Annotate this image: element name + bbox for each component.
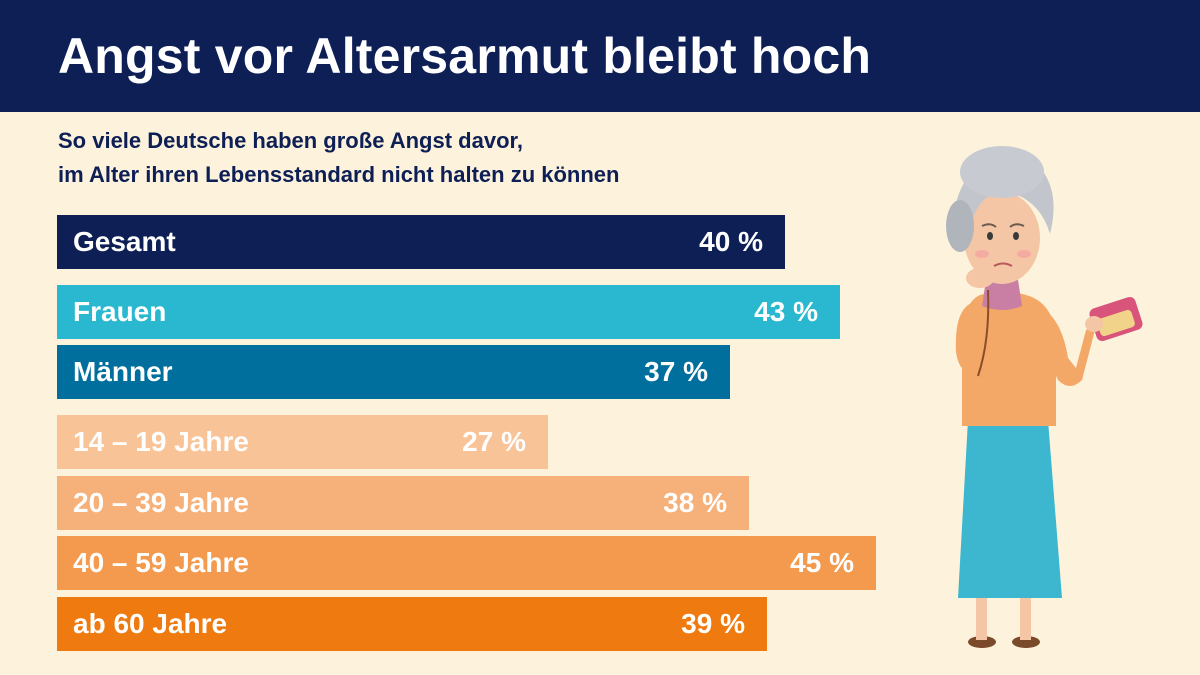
mouth xyxy=(993,262,1013,267)
page-title: Angst vor Altersarmut bleibt hoch xyxy=(58,28,872,84)
bar-value-label: 40 % xyxy=(699,226,763,257)
bar-5: 40 – 59 Jahre 45 % xyxy=(57,536,876,590)
right-cheek xyxy=(1017,250,1031,258)
bar-label: 14 – 19 Jahre xyxy=(73,426,249,457)
bar-value-label: 39 % xyxy=(681,608,745,639)
bar-label: Frauen xyxy=(73,296,167,327)
bar-value-label: 37 % xyxy=(644,356,708,387)
right-arm xyxy=(1042,308,1096,386)
left-hand xyxy=(966,268,994,288)
left-leg xyxy=(976,590,987,640)
hair-bun-left xyxy=(946,200,974,252)
bar-label: Gesamt xyxy=(73,226,176,257)
chart-subtitle: So viele Deutsche haben große Angst davo… xyxy=(58,124,619,192)
bar-value-label: 27 % xyxy=(462,426,526,457)
bar-6: ab 60 Jahre 39 % xyxy=(57,597,767,651)
right-leg xyxy=(1020,590,1031,640)
bar-1: Frauen 43 % xyxy=(57,285,840,339)
right-shoe xyxy=(1012,636,1040,648)
bar-3: 14 – 19 Jahre 27 % xyxy=(57,415,548,469)
necklace xyxy=(977,289,990,377)
face xyxy=(964,192,1040,284)
worried-brow-left xyxy=(981,223,997,228)
left-cheek xyxy=(975,250,989,258)
elderly-woman-illustration xyxy=(946,146,1143,648)
bar-value-label: 38 % xyxy=(663,487,727,518)
bar-label: Männer xyxy=(73,356,173,387)
skirt xyxy=(958,420,1062,598)
torso xyxy=(962,291,1056,426)
hair-top xyxy=(960,146,1044,198)
bar-0: Gesamt 40 % xyxy=(57,215,785,269)
bar-label: ab 60 Jahre xyxy=(73,608,228,639)
bar-label: 40 – 59 Jahre xyxy=(73,547,249,578)
bar-4: 20 – 39 Jahre 38 % xyxy=(57,476,749,530)
left-eye xyxy=(987,232,993,240)
right-hand xyxy=(1085,316,1103,332)
bar-label: 20 – 39 Jahre xyxy=(73,487,249,518)
left-shoe xyxy=(968,636,996,648)
subtitle-line-1: So viele Deutsche haben große Angst davo… xyxy=(58,128,523,153)
collar xyxy=(982,280,1022,310)
bar-2: Männer 37 % xyxy=(57,345,730,399)
left-arm xyxy=(955,302,982,371)
header-banner: Angst vor Altersarmut bleibt hoch xyxy=(0,0,1200,112)
worried-brow-right xyxy=(1009,223,1025,228)
wallet-icon xyxy=(1089,296,1143,342)
subtitle-line-2: im Alter ihren Lebensstandard nicht halt… xyxy=(58,162,620,187)
bar-value-label: 45 % xyxy=(790,547,854,578)
right-eye xyxy=(1013,232,1019,240)
bar-value-label: 43 % xyxy=(754,296,818,327)
